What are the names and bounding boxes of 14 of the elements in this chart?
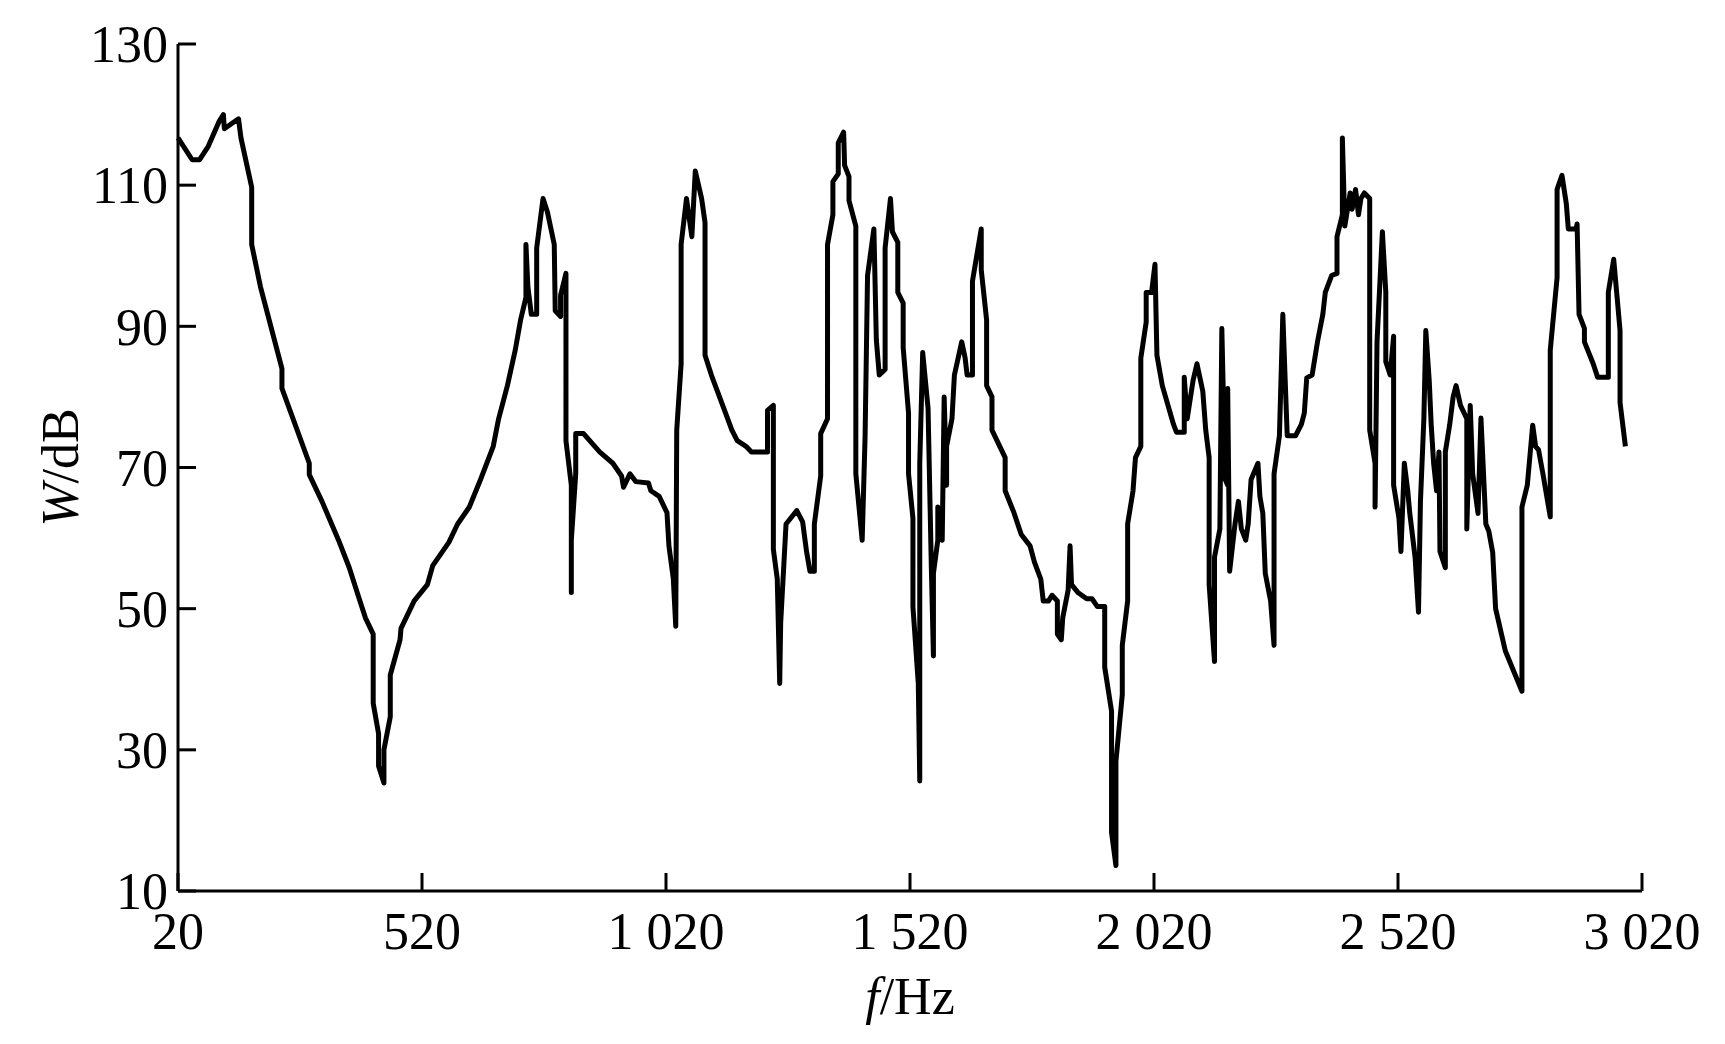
- y-tick-label: 90: [116, 298, 168, 356]
- y-tick-label: 110: [91, 157, 168, 215]
- x-tick-label: 520: [383, 903, 461, 960]
- y-tick-label: 130: [90, 16, 168, 74]
- y-tick-label: 70: [116, 439, 168, 497]
- x-tick-label: 1 520: [851, 903, 969, 960]
- x-tick-label: 2 020: [1095, 903, 1213, 960]
- x-axis-title: f/Hz: [865, 968, 955, 1025]
- y-tick-label: 50: [116, 580, 168, 638]
- x-tick-label: 2 520: [1339, 903, 1457, 960]
- x-tick-label: 3 020: [1583, 903, 1701, 960]
- y-axis-title: W/dB: [32, 408, 89, 527]
- y-tick-label: 30: [116, 722, 168, 780]
- x-tick-label: 1 020: [607, 903, 725, 960]
